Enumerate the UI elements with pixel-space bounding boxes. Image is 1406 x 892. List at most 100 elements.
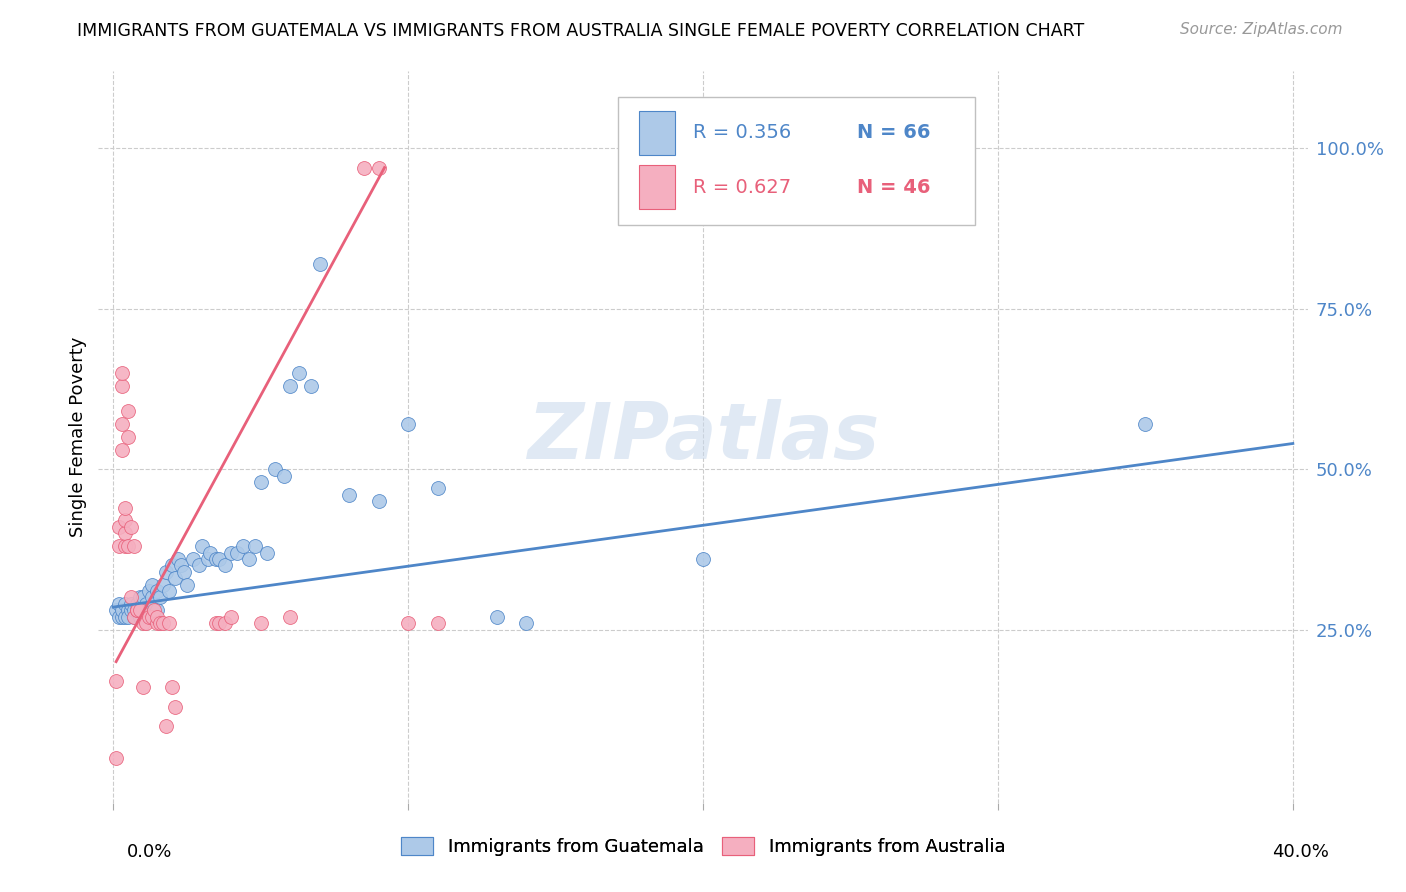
- Point: [515, 616, 537, 631]
- Point: [238, 552, 260, 566]
- Point: [278, 378, 301, 392]
- Point: [117, 539, 139, 553]
- Point: [131, 603, 153, 617]
- FancyBboxPatch shape: [638, 111, 675, 155]
- Point: [396, 417, 419, 432]
- Point: [167, 552, 190, 566]
- Point: [114, 526, 136, 541]
- Point: [288, 366, 311, 380]
- Point: [138, 603, 160, 617]
- Point: [165, 571, 187, 585]
- Point: [264, 462, 287, 476]
- Point: [197, 552, 219, 566]
- Point: [155, 565, 177, 579]
- Point: [485, 609, 508, 624]
- Point: [141, 591, 163, 605]
- Point: [111, 417, 134, 432]
- Legend: Immigrants from Guatemala, Immigrants from Australia: Immigrants from Guatemala, Immigrants fr…: [394, 830, 1012, 863]
- Point: [141, 609, 163, 624]
- Point: [232, 539, 254, 553]
- Point: [353, 161, 375, 175]
- Point: [105, 603, 128, 617]
- Point: [157, 584, 180, 599]
- Point: [278, 609, 301, 624]
- Point: [160, 681, 183, 695]
- Point: [152, 616, 174, 631]
- Point: [181, 552, 204, 566]
- Point: [367, 494, 389, 508]
- Point: [108, 597, 131, 611]
- Point: [396, 616, 419, 631]
- FancyBboxPatch shape: [619, 97, 976, 225]
- Point: [249, 475, 271, 489]
- Text: 40.0%: 40.0%: [1272, 843, 1329, 861]
- Point: [273, 468, 295, 483]
- Point: [131, 616, 153, 631]
- Point: [249, 616, 271, 631]
- Point: [128, 591, 150, 605]
- Point: [131, 591, 153, 605]
- Point: [128, 603, 150, 617]
- Point: [146, 603, 169, 617]
- Text: ZIPatlas: ZIPatlas: [527, 399, 879, 475]
- Point: [214, 558, 236, 573]
- Point: [157, 616, 180, 631]
- Point: [190, 539, 212, 553]
- Text: Source: ZipAtlas.com: Source: ZipAtlas.com: [1180, 22, 1343, 37]
- Text: R = 0.627: R = 0.627: [693, 178, 792, 197]
- Point: [176, 577, 198, 591]
- Point: [160, 558, 183, 573]
- Point: [117, 404, 139, 418]
- Point: [117, 430, 139, 444]
- Point: [146, 616, 169, 631]
- Point: [128, 609, 150, 624]
- Point: [337, 488, 360, 502]
- Point: [138, 609, 160, 624]
- Point: [256, 545, 278, 559]
- Point: [152, 577, 174, 591]
- Point: [135, 597, 157, 611]
- Point: [114, 500, 136, 515]
- Point: [1135, 417, 1157, 432]
- Point: [117, 609, 139, 624]
- Point: [111, 378, 134, 392]
- Point: [125, 603, 148, 617]
- Text: N = 66: N = 66: [856, 123, 929, 143]
- Text: 0.0%: 0.0%: [127, 843, 172, 861]
- Point: [108, 609, 131, 624]
- Point: [146, 609, 169, 624]
- Point: [205, 616, 228, 631]
- Point: [243, 539, 266, 553]
- Point: [143, 603, 166, 617]
- Point: [135, 616, 157, 631]
- Point: [208, 552, 231, 566]
- Point: [111, 603, 134, 617]
- Point: [219, 545, 242, 559]
- Point: [114, 609, 136, 624]
- Text: R = 0.356: R = 0.356: [693, 123, 792, 143]
- Point: [117, 603, 139, 617]
- Point: [111, 609, 134, 624]
- Point: [367, 161, 389, 175]
- Point: [125, 603, 148, 617]
- Point: [131, 681, 153, 695]
- Point: [299, 378, 322, 392]
- Point: [120, 520, 142, 534]
- Point: [205, 552, 228, 566]
- Point: [120, 597, 142, 611]
- Point: [173, 565, 195, 579]
- Point: [122, 603, 145, 617]
- Y-axis label: Single Female Poverty: Single Female Poverty: [69, 337, 87, 537]
- Point: [146, 584, 169, 599]
- Point: [149, 591, 172, 605]
- Point: [208, 616, 231, 631]
- Point: [308, 257, 330, 271]
- Point: [149, 616, 172, 631]
- FancyBboxPatch shape: [638, 165, 675, 210]
- Point: [111, 366, 134, 380]
- Point: [692, 552, 714, 566]
- Point: [165, 699, 187, 714]
- Point: [143, 597, 166, 611]
- Point: [125, 597, 148, 611]
- Point: [125, 603, 148, 617]
